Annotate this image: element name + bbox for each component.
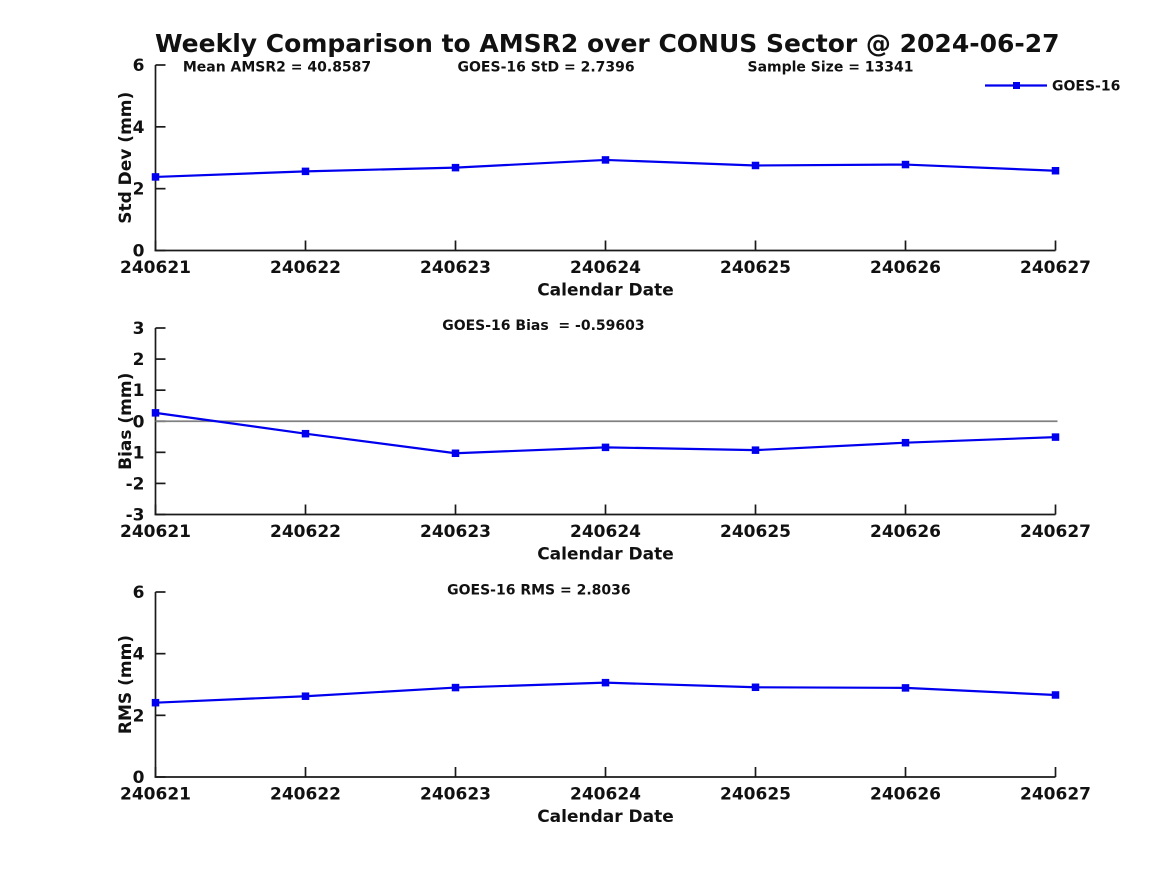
x-tick-label: 240624 <box>570 785 641 805</box>
x-axis-label: Calendar Date <box>537 281 674 301</box>
x-tick-label: 240627 <box>1020 258 1091 278</box>
x-tick-label: 240623 <box>420 522 491 542</box>
x-axis-label: Calendar Date <box>537 545 674 565</box>
data-point-marker <box>301 692 310 700</box>
y-tick-label: -2 <box>126 474 145 494</box>
data-point-marker <box>301 167 310 176</box>
x-tick-label: 240625 <box>720 258 791 278</box>
x-tick-label: 240621 <box>120 258 191 278</box>
data-point-marker <box>1051 433 1060 441</box>
data-point-marker <box>301 429 310 438</box>
data-point-marker <box>451 163 460 172</box>
data-point-marker <box>901 160 910 169</box>
y-axis-label: Std Dev (mm) <box>116 92 136 224</box>
figure-title: Weekly Comparison to AMSR2 over CONUS Se… <box>155 29 1060 58</box>
x-tick-label: 240622 <box>270 522 341 542</box>
subplot-std-dev: 0 2 4 6 240621 240622 240623 240624 240625 240626… <box>116 56 1120 301</box>
data-point-marker <box>451 449 460 458</box>
y-tick-label: -1 <box>126 443 145 463</box>
x-tick-label: 240625 <box>720 522 791 542</box>
y-tick-label: 6 <box>133 583 145 603</box>
x-tick-label: 240621 <box>120 785 191 805</box>
y-tick-label: 6 <box>133 56 145 76</box>
y-tick-label: 3 <box>133 319 145 339</box>
x-tick-label: 240626 <box>870 785 941 805</box>
stat-annotation: GOES-16 RMS = 2.8036 <box>447 583 631 599</box>
data-point-marker <box>901 438 910 447</box>
x-tick-label: 240623 <box>420 258 491 278</box>
x-tick-label: 240624 <box>570 522 641 542</box>
y-tick-label: 4 <box>133 645 145 665</box>
y-tick-label: 2 <box>133 706 145 726</box>
y-axis-label: Bias (mm) <box>116 373 136 470</box>
x-tick-label: 240627 <box>1020 522 1091 542</box>
data-point-marker <box>151 698 160 707</box>
x-tick-label: 240626 <box>870 522 941 542</box>
stat-annotation: GOES-16 Bias = -0.59603 <box>442 318 644 334</box>
data-point-marker <box>601 443 610 452</box>
data-point-marker <box>601 678 610 687</box>
y-tick-label: 1 <box>133 381 145 401</box>
data-point-marker <box>1051 691 1060 699</box>
data-point-marker <box>601 156 610 164</box>
data-point-marker <box>151 409 160 417</box>
stat-annotation: GOES-16 StD = 2.7396 <box>458 60 635 76</box>
data-point-marker <box>1051 166 1060 175</box>
x-tick-label: 240625 <box>720 785 791 805</box>
data-point-marker <box>751 161 760 170</box>
data-point-marker <box>751 683 760 692</box>
data-point-marker <box>751 446 760 454</box>
legend-label: GOES-16 <box>1052 79 1120 95</box>
stat-annotation: Mean AMSR2 = 40.8587 <box>183 60 371 76</box>
x-tick-label: 240626 <box>870 258 941 278</box>
x-tick-label: 240622 <box>270 785 341 805</box>
data-point-marker <box>151 173 160 181</box>
x-tick-label: 240623 <box>420 785 491 805</box>
subplot-rms: 0 2 4 6 240621 240622 240623 240624 240625 240626… <box>116 583 1091 828</box>
data-point-marker <box>901 684 910 692</box>
x-tick-label: 240627 <box>1020 785 1091 805</box>
x-tick-label: 240622 <box>270 258 341 278</box>
y-tick-label: 2 <box>133 180 145 200</box>
y-tick-label: 2 <box>133 350 145 370</box>
legend-marker-icon <box>1013 82 1020 89</box>
data-point-marker <box>451 683 460 692</box>
x-tick-label: 240621 <box>120 522 191 542</box>
legend: GOES-16 <box>985 79 1120 95</box>
y-tick-label: -3 <box>126 506 145 526</box>
y-tick-label: 0 <box>133 768 145 788</box>
y-tick-label: 0 <box>133 412 145 432</box>
x-axis-label: Calendar Date <box>537 807 674 827</box>
stat-annotation: Sample Size = 13341 <box>747 60 913 76</box>
y-axis-label: RMS (mm) <box>116 635 136 734</box>
y-tick-label: 4 <box>133 118 145 138</box>
subplot-bias: -3 -2 -1 0 1 2 3 240621 240622 240623 240624 240625… <box>116 318 1091 565</box>
y-tick-label: 0 <box>133 242 145 262</box>
x-tick-label: 240624 <box>570 258 641 278</box>
